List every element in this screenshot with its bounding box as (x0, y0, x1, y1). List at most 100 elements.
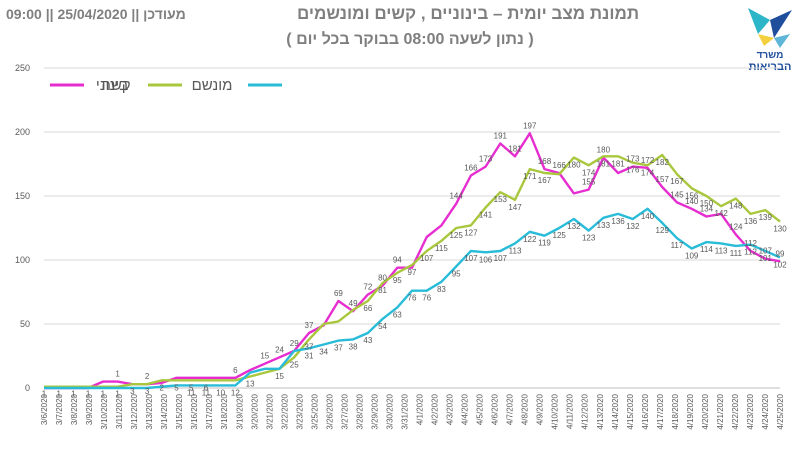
x-tick-label: 4/17/2020 (656, 393, 665, 429)
x-tick-label: 4/7/2020 (506, 393, 515, 425)
data-label-ventilated: 132 (626, 222, 640, 231)
x-tick-label: 4/9/2020 (536, 393, 545, 425)
data-label-severe: 130 (773, 225, 787, 234)
x-tick-label: 3/9/2020 (85, 393, 94, 425)
data-label-medium: 2 (145, 372, 150, 381)
data-label-ventilated: 112 (744, 248, 757, 257)
data-label-ventilated: 95 (452, 269, 461, 278)
data-label-severe: 181 (611, 159, 625, 168)
data-label-ventilated: 101 (759, 254, 773, 263)
data-label-medium: 1 (115, 370, 120, 379)
x-tick-label: 4/19/2020 (686, 393, 695, 429)
data-label-medium: 140 (685, 197, 699, 206)
data-label-ventilated: 123 (582, 234, 596, 243)
legend-item-medium: בינוני (50, 77, 128, 94)
data-label-ventilated: 54 (378, 322, 387, 331)
data-label-ventilated: 107 (494, 254, 508, 263)
data-label-medium: 155 (582, 178, 596, 187)
x-tick-label: 3/20/2020 (250, 393, 259, 429)
data-label-medium: 166 (464, 164, 478, 173)
data-label-severe: 150 (700, 199, 714, 208)
data-label-ventilated: 76 (408, 294, 417, 303)
data-label-medium: 80 (378, 274, 387, 283)
data-label-medium: 173 (479, 155, 493, 164)
legend-item-severe: קשה (101, 77, 182, 94)
data-label-ventilated: 31 (305, 351, 314, 360)
data-label-severe: 182 (656, 158, 670, 167)
data-label-ventilated: 132 (567, 222, 581, 231)
data-label-severe: 176 (626, 166, 640, 175)
x-tick-label: 3/28/2020 (355, 393, 364, 429)
data-label-ventilated: 133 (597, 221, 611, 230)
data-label-severe: 167 (670, 177, 684, 186)
x-tick-label: 4/2/2020 (431, 393, 440, 425)
y-tick-label: 150 (15, 191, 30, 201)
data-label-severe: 148 (729, 202, 743, 211)
data-label-severe: 156 (685, 191, 699, 200)
data-label-ventilated: 15 (275, 372, 284, 381)
legend: מונשם קשה בינוני (50, 77, 282, 94)
data-label-ventilated: 111 (730, 249, 743, 258)
data-label-ventilated: 10 (216, 388, 225, 397)
data-label-severe: 174 (641, 168, 655, 177)
x-axis: 3/6/2020 3/7/2020 3/8/2020 3/9/2020 3/10/202… (40, 393, 785, 429)
data-label-ventilated: 129 (656, 226, 670, 235)
x-tick-label: 3/29/2020 (370, 393, 379, 429)
data-label-severe: 125 (449, 231, 463, 240)
data-label-ventilated: 140 (641, 212, 655, 221)
series-lines (44, 132, 781, 390)
x-tick-label: 4/5/2020 (476, 393, 485, 425)
data-label-severe: 181 (597, 159, 611, 168)
data-label-medium: 144 (449, 192, 463, 201)
x-tick-label: 3/7/2020 (55, 393, 64, 425)
data-label-severe: 115 (435, 244, 448, 253)
data-label-medium: 49 (349, 299, 358, 308)
chart-title-line-2: ( נתון לשעה 08:00 בבוקר בכל יום ) (286, 30, 533, 48)
x-tick-label: 4/12/2020 (581, 393, 590, 429)
x-tick-label: 3/23/2020 (295, 393, 304, 429)
x-tick-label: 3/11/2020 (115, 393, 124, 429)
x-tick-label: 4/3/2020 (446, 393, 455, 425)
data-label-ventilated: 107 (464, 254, 478, 263)
data-label-medium: 157 (656, 175, 670, 184)
x-tick-label: 3/8/2020 (70, 393, 79, 425)
data-label-severe: 174 (582, 168, 596, 177)
data-label-medium: 112 (744, 239, 757, 248)
data-label-severe: 1 (86, 390, 91, 399)
x-tick-label: 3/31/2020 (400, 393, 409, 429)
data-label-severe: 1 (115, 390, 120, 399)
x-tick-label: 3/14/2020 (160, 393, 169, 429)
logo-text-ministry: משרד (757, 50, 784, 61)
data-label-medium: 172 (641, 156, 655, 165)
data-label-severe: 81 (378, 286, 387, 295)
data-label-ventilated: 113 (509, 246, 522, 255)
x-tick-label: 3/26/2020 (325, 393, 334, 429)
data-label-ventilated: 38 (349, 342, 358, 351)
data-label-severe: 5 (174, 383, 179, 392)
ministry-of-health-logo: משרד הבריאות (748, 8, 792, 73)
data-label-severe: 142 (714, 209, 728, 218)
y-tick-label: 200 (15, 127, 30, 137)
data-label-severe: 180 (567, 161, 581, 170)
data-label-medium: 124 (729, 222, 743, 231)
x-tick-label: 3/12/2020 (130, 393, 139, 429)
data-label-severe: 107 (420, 254, 434, 263)
data-label-severe: 25 (290, 360, 299, 369)
y-tick-label: 250 (15, 63, 30, 73)
data-label-severe: 167 (538, 176, 552, 185)
x-tick-label: 4/16/2020 (641, 393, 650, 429)
data-label-severe: 3 (145, 387, 150, 396)
x-tick-label: 4/25/2020 (776, 393, 785, 429)
data-label-medium: 145 (670, 190, 684, 199)
data-label-severe: 3 (130, 387, 135, 396)
data-label-severe: 97 (408, 268, 417, 277)
data-label-ventilated: 76 (422, 294, 431, 303)
data-label-medium: 107 (759, 247, 773, 256)
data-label-ventilated: 117 (671, 241, 684, 250)
x-tick-label: 4/13/2020 (596, 393, 605, 429)
chart-title-line-1: תמונת מצב יומית – בינוניים , קשים ומונשמ… (297, 4, 639, 23)
x-tick-label: 4/24/2020 (761, 393, 770, 429)
data-label-ventilated: 12 (231, 388, 240, 397)
series-line-ventilated (44, 207, 781, 390)
data-label-medium: 72 (363, 283, 372, 292)
